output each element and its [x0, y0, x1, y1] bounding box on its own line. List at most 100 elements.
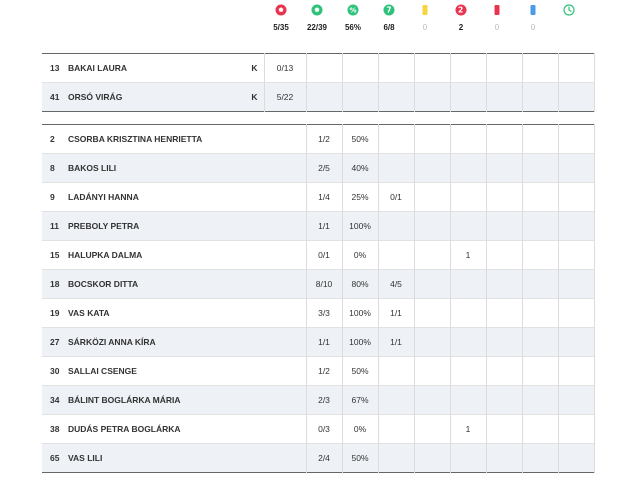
player-row: 11 PREBOLY PETRA 1/1 100%	[42, 211, 595, 241]
player-goals: 1/4	[306, 182, 343, 212]
player-number: 11	[42, 211, 68, 241]
player-seven-meter	[378, 211, 415, 241]
player-number: 38	[42, 414, 68, 444]
player-row: 34 BÁLINT BOGLÁRKA MÁRIA 2/3 67%	[42, 385, 595, 415]
svg-text:%: %	[349, 6, 356, 14]
player-number: 65	[42, 443, 68, 473]
goal-ball-red-icon	[275, 4, 287, 16]
blue-card-icon	[530, 5, 536, 15]
player-two-minutes	[450, 327, 487, 357]
player-goals: 3/3	[306, 298, 343, 328]
player-time	[558, 414, 595, 444]
player-time	[558, 211, 595, 241]
empty-saves-cell	[264, 269, 307, 299]
player-row: 27 SÁRKÖZI ANNA KÍRA 1/1 100% 1/1	[42, 327, 595, 357]
player-red-cards	[486, 182, 523, 212]
player-time	[558, 327, 595, 357]
empty-stat-cell	[414, 82, 451, 112]
goalkeeper-row: 13 BAKAI LAURA K 0/13	[42, 53, 595, 83]
player-two-minutes	[450, 153, 487, 183]
player-number: 41	[42, 82, 68, 112]
clock-icon	[563, 4, 575, 16]
player-name: BAKAI LAURA	[68, 53, 228, 83]
player-row: 15 HALUPKA DALMA 0/1 0% 1	[42, 240, 595, 270]
player-two-minutes	[450, 211, 487, 241]
player-row: 30 SALLAI CSENGE 1/2 50%	[42, 356, 595, 386]
player-time	[558, 240, 595, 270]
player-percent: 50%	[342, 124, 379, 154]
player-name: SALLAI CSENGE	[68, 356, 265, 386]
player-goals: 2/5	[306, 153, 343, 183]
empty-stat-cell	[522, 82, 559, 112]
player-name: PREBOLY PETRA	[68, 211, 265, 241]
player-red-cards	[486, 240, 523, 270]
player-seven-meter	[378, 356, 415, 386]
player-yellow-cards	[414, 327, 451, 357]
team-percent-total: 56%	[344, 23, 361, 32]
player-two-minutes	[450, 298, 487, 328]
team-goals-total: 22/39	[306, 23, 328, 32]
yellow-card-icon	[422, 5, 428, 15]
player-red-cards	[486, 443, 523, 473]
player-red-cards	[486, 327, 523, 357]
percent-icon: %	[347, 4, 359, 16]
empty-saves-cell	[264, 124, 307, 154]
player-red-cards	[486, 414, 523, 444]
goalkeeper-saves: 5/22	[264, 82, 307, 112]
empty-stat-cell	[342, 82, 379, 112]
empty-stat-cell	[306, 82, 343, 112]
player-two-minutes	[450, 443, 487, 473]
player-row: 8 BAKOS LILI 2/5 40%	[42, 153, 595, 183]
player-goals: 0/3	[306, 414, 343, 444]
player-seven-meter	[378, 414, 415, 444]
player-blue-cards	[522, 443, 559, 473]
player-red-cards	[486, 211, 523, 241]
player-name: CSORBA KRISZTINA HENRIETTA	[68, 124, 265, 154]
red-card-column-header: 0	[479, 4, 515, 32]
empty-stat-cell	[378, 53, 415, 83]
player-blue-cards	[522, 356, 559, 386]
empty-saves-cell	[264, 211, 307, 241]
goalkeeper-saves-column-header: 5/35	[263, 4, 299, 32]
player-number: 2	[42, 124, 68, 154]
player-time	[558, 443, 595, 473]
player-time	[558, 298, 595, 328]
player-row: 19 VAS KATA 3/3 100% 1/1	[42, 298, 595, 328]
player-yellow-cards	[414, 269, 451, 299]
player-two-minutes	[450, 182, 487, 212]
player-row: 2 CSORBA KRISZTINA HENRIETTA 1/2 50%	[42, 124, 595, 154]
player-red-cards	[486, 298, 523, 328]
player-yellow-cards	[414, 298, 451, 328]
player-red-cards	[486, 385, 523, 415]
player-name: VAS KATA	[68, 298, 265, 328]
goals-column-header: 22/39	[299, 4, 335, 32]
empty-saves-cell	[264, 327, 307, 357]
empty-saves-cell	[264, 298, 307, 328]
player-red-cards	[486, 153, 523, 183]
goal-ball-green-icon	[311, 4, 323, 16]
player-blue-cards	[522, 298, 559, 328]
player-time	[558, 356, 595, 386]
percent-column-header: % 56%	[335, 4, 371, 32]
player-row: 9 LADÁNYI HANNA 1/4 25% 0/1	[42, 182, 595, 212]
player-number: 15	[42, 240, 68, 270]
player-number: 34	[42, 385, 68, 415]
empty-saves-cell	[264, 385, 307, 415]
player-two-minutes	[450, 124, 487, 154]
player-name: LADÁNYI HANNA	[68, 182, 265, 212]
empty-saves-cell	[264, 356, 307, 386]
player-number: 18	[42, 269, 68, 299]
player-red-cards	[486, 124, 523, 154]
player-seven-meter	[378, 153, 415, 183]
empty-saves-cell	[264, 153, 307, 183]
player-yellow-cards	[414, 356, 451, 386]
player-two-minutes: 1	[450, 240, 487, 270]
player-yellow-cards	[414, 443, 451, 473]
player-goals: 1/2	[306, 124, 343, 154]
player-red-cards	[486, 356, 523, 386]
player-name: DUDÁS PETRA BOGLÁRKA	[68, 414, 265, 444]
player-number: 8	[42, 153, 68, 183]
svg-text:2: 2	[458, 6, 463, 15]
player-row: 65 VAS LILI 2/4 50%	[42, 443, 595, 473]
player-blue-cards	[522, 240, 559, 270]
